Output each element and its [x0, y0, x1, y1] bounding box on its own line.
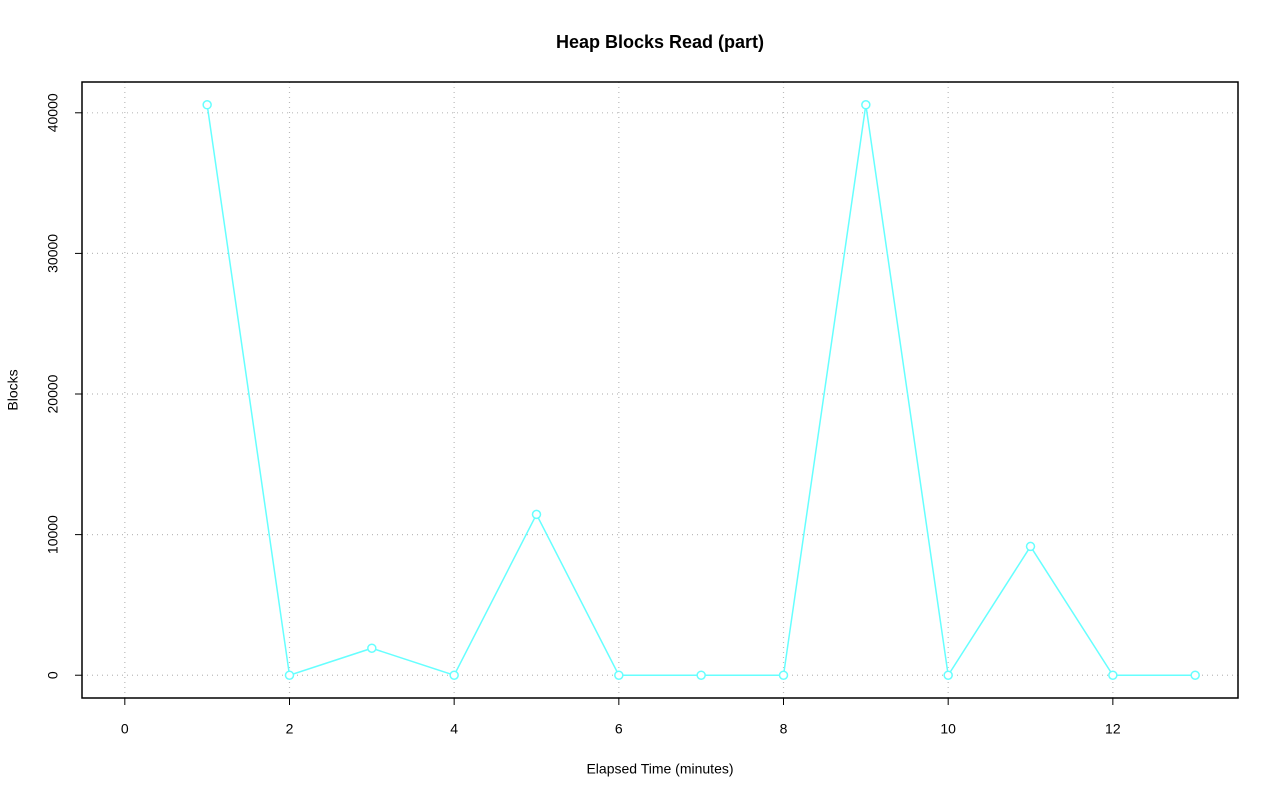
data-point	[367, 643, 377, 653]
y-axis-label: Blocks	[5, 369, 21, 410]
data-point	[531, 509, 542, 520]
plot-frame	[81, 81, 1239, 699]
x-tick-label: 6	[615, 721, 623, 737]
data-point	[696, 670, 706, 680]
x-tick-label: 2	[286, 721, 294, 737]
data-point	[202, 100, 212, 110]
x-tick-label: 12	[1105, 721, 1121, 737]
data-point	[1108, 670, 1118, 680]
data-point	[614, 670, 624, 680]
data-point	[778, 670, 789, 680]
chart-title: Heap Blocks Read (part)	[556, 32, 764, 52]
y-tick-label: 30000	[45, 234, 61, 273]
data-point	[1190, 670, 1200, 680]
x-axis-label: Elapsed Time (minutes)	[586, 761, 733, 777]
data-point	[284, 670, 295, 680]
x-tick-label: 10	[940, 721, 956, 737]
data-point	[943, 670, 953, 680]
x-tick-label: 8	[780, 721, 788, 737]
x-tick-label: 0	[121, 721, 129, 737]
data-point	[449, 670, 459, 680]
y-tick-label: 10000	[45, 515, 61, 554]
y-tick-label: 0	[45, 671, 61, 679]
y-tick-label: 40000	[45, 93, 61, 132]
x-tick-label: 4	[450, 721, 458, 737]
y-tick-label: 20000	[45, 374, 61, 413]
data-point	[1025, 541, 1036, 552]
data-point	[861, 100, 871, 110]
